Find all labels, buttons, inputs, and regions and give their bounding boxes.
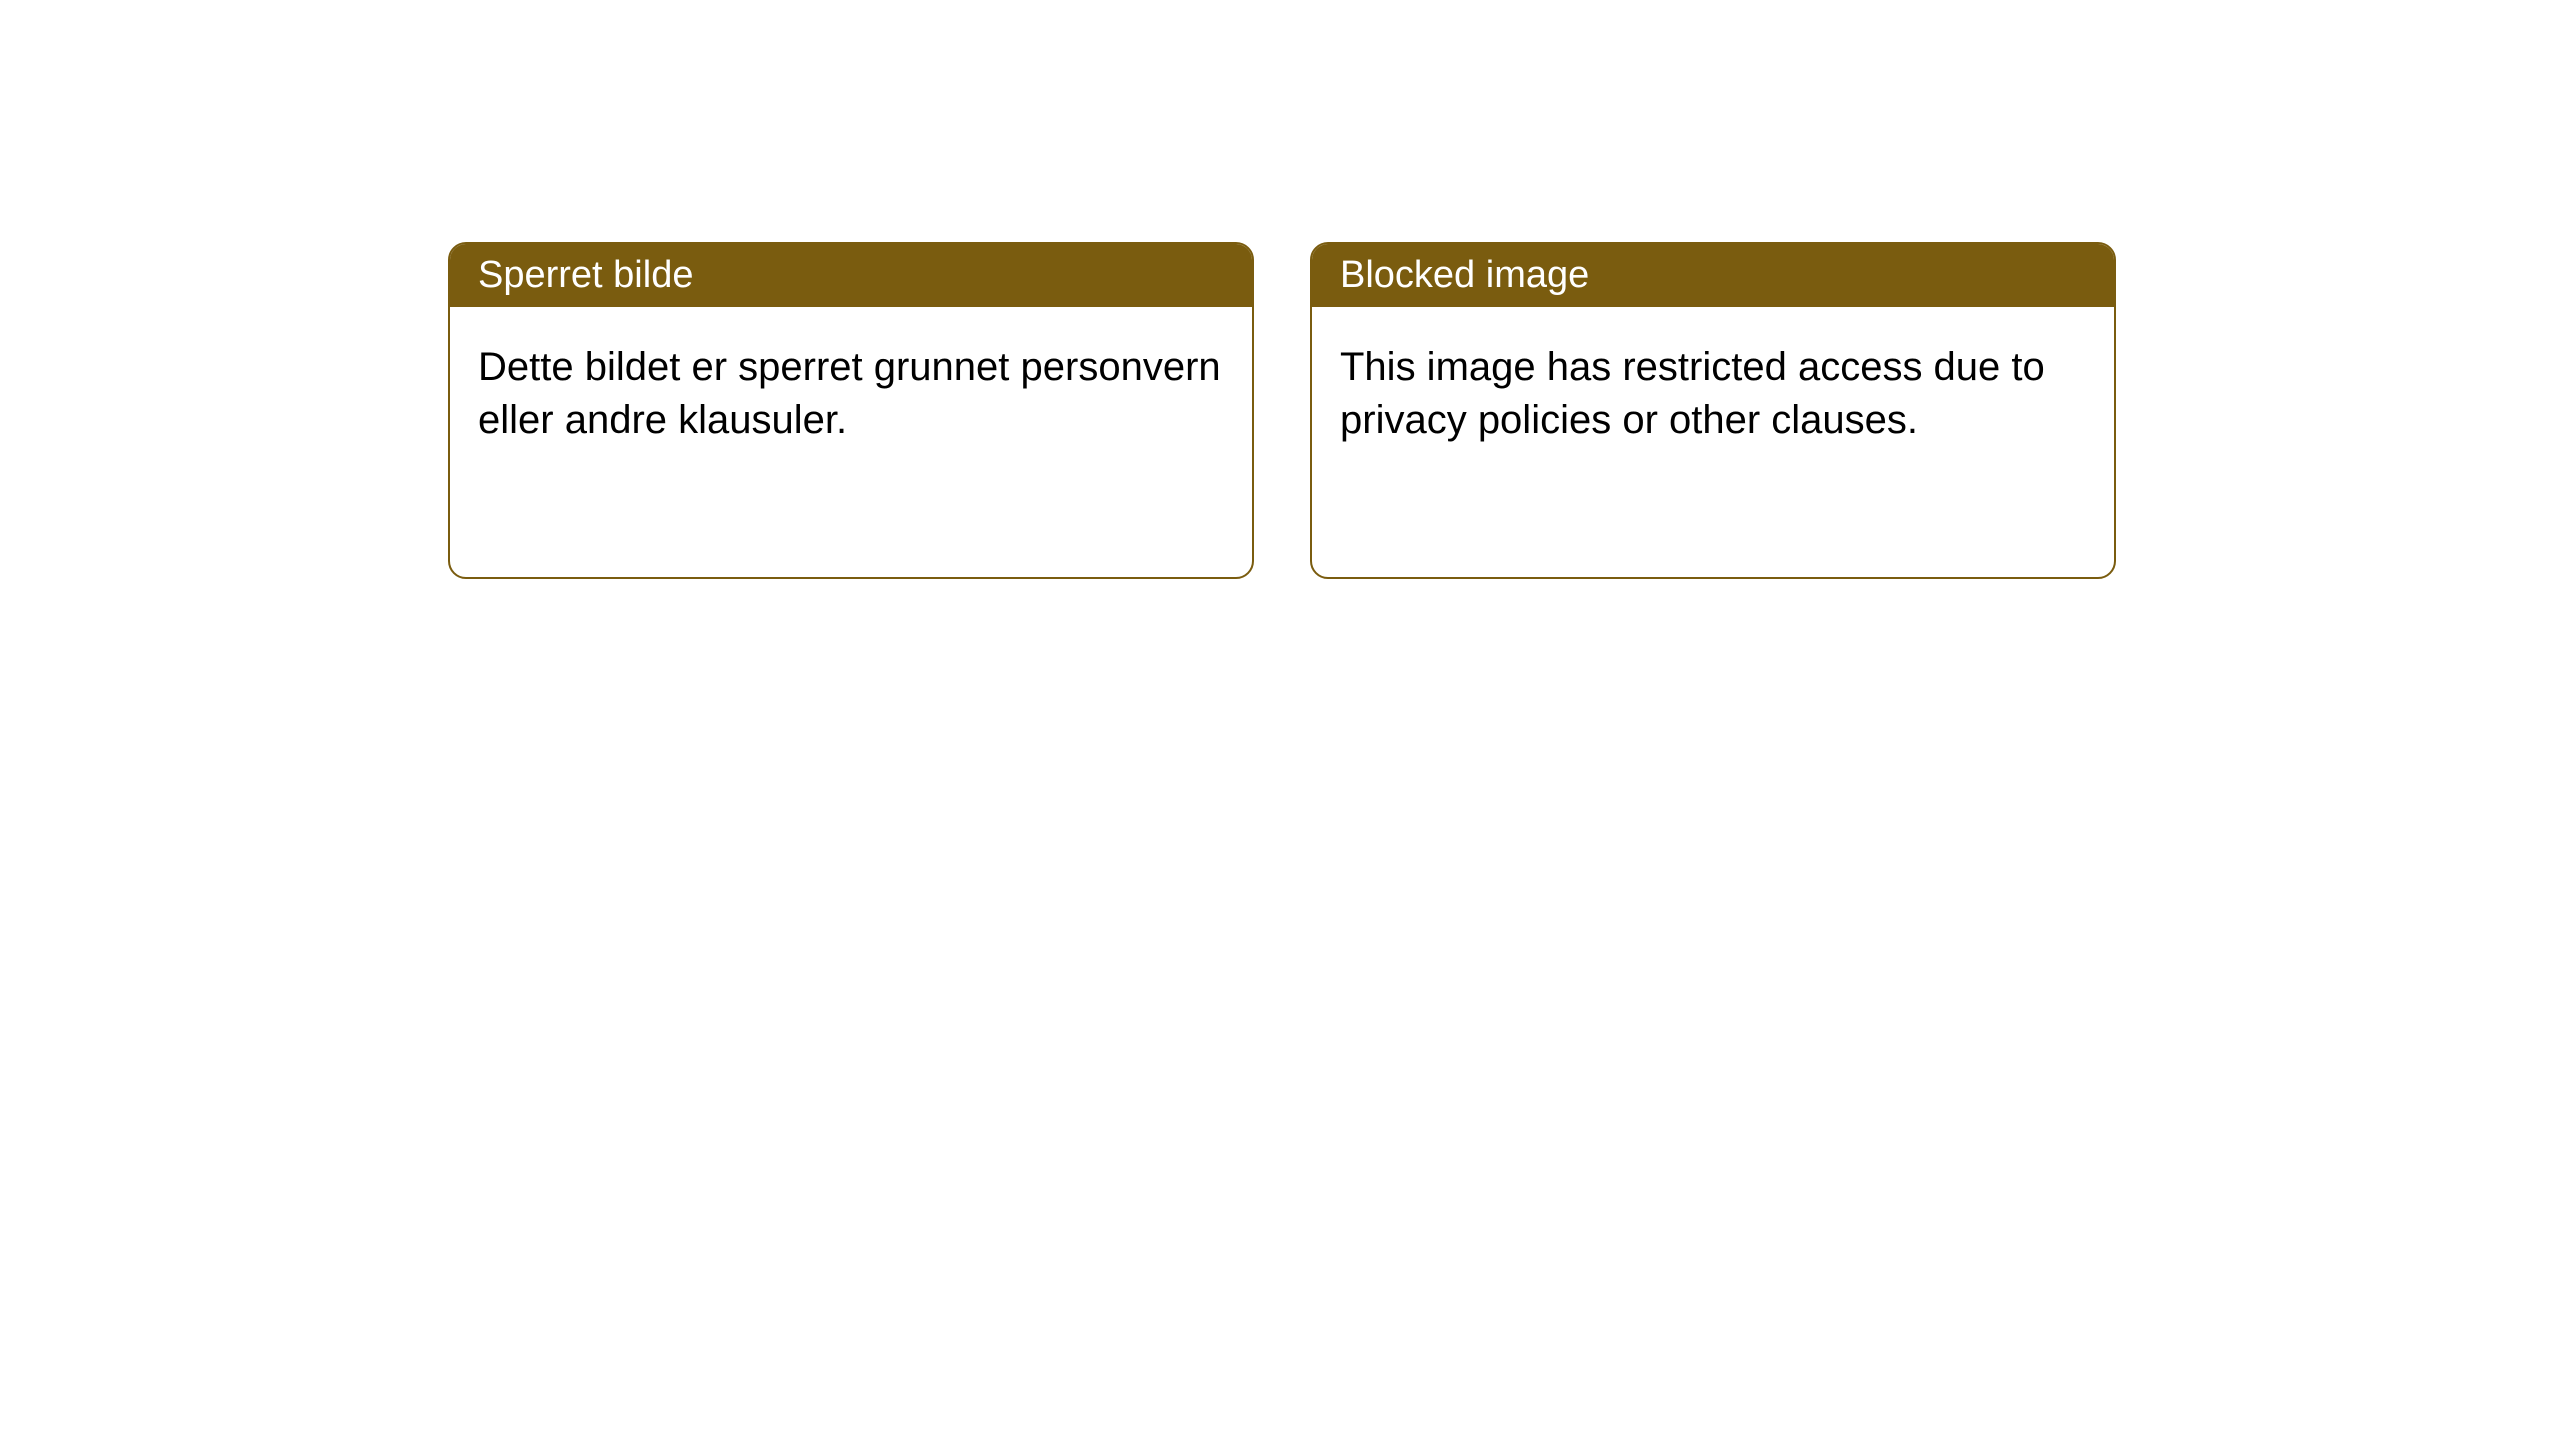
card-title: Sperret bilde (478, 254, 693, 296)
card-body: This image has restricted access due to … (1312, 307, 2114, 577)
card-body-text: Dette bildet er sperret grunnet personve… (478, 345, 1221, 442)
card-header: Sperret bilde (450, 244, 1252, 307)
blocked-image-card-no: Sperret bilde Dette bildet er sperret gr… (448, 242, 1254, 579)
card-body: Dette bildet er sperret grunnet personve… (450, 307, 1252, 577)
card-title: Blocked image (1340, 254, 1589, 296)
card-body-text: This image has restricted access due to … (1340, 345, 2045, 442)
blocked-image-card-en: Blocked image This image has restricted … (1310, 242, 2116, 579)
cards-container: Sperret bilde Dette bildet er sperret gr… (0, 0, 2560, 579)
card-header: Blocked image (1312, 244, 2114, 307)
